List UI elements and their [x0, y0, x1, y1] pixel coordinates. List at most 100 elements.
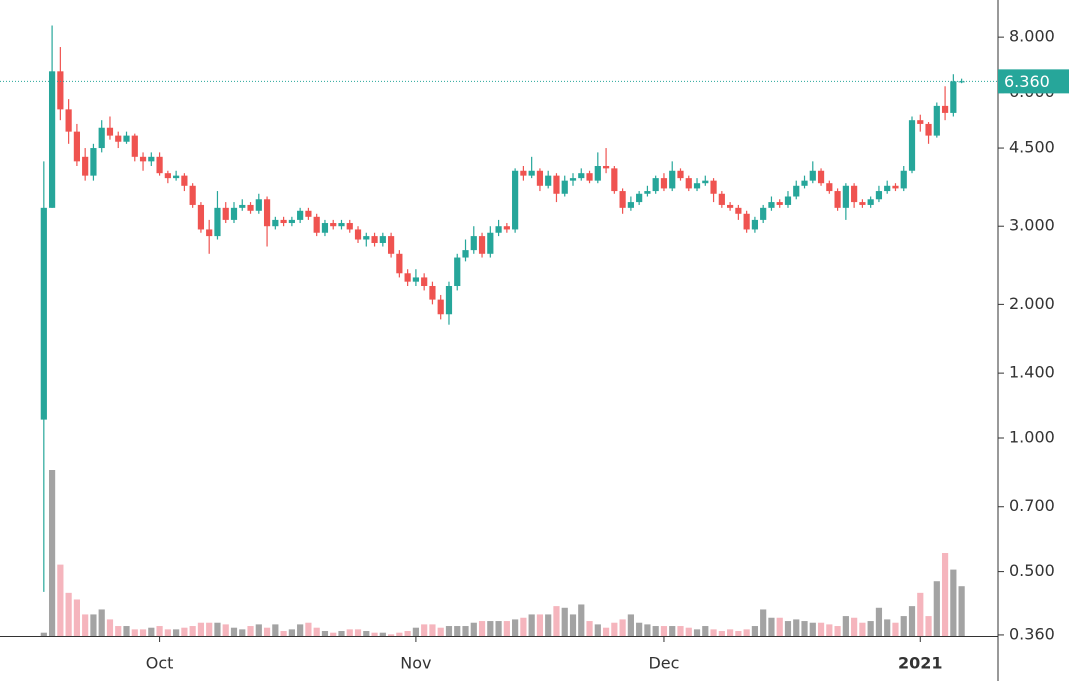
volume-bar	[363, 631, 370, 636]
volume-bar	[553, 606, 560, 636]
candle-body	[40, 207, 47, 420]
volume-bar	[40, 632, 47, 636]
candle-body	[801, 180, 808, 186]
candle-body	[462, 250, 469, 258]
volume-bar	[842, 616, 849, 636]
candle-body	[627, 202, 634, 208]
volume-bar	[495, 621, 502, 636]
candle-body	[834, 191, 841, 208]
volume-bar	[139, 629, 147, 636]
volume-bar	[520, 617, 527, 636]
candle-body	[644, 191, 651, 194]
volume-bar	[908, 606, 916, 636]
volume-bar	[131, 629, 138, 636]
volume-bar	[272, 624, 279, 636]
candle-body	[619, 191, 626, 208]
volume-bar	[925, 616, 932, 636]
candle-body	[660, 178, 668, 189]
candle-body	[230, 207, 238, 220]
candle-body	[57, 71, 64, 110]
y-tick-label: 1.000	[1009, 427, 1055, 446]
volume-bar	[73, 599, 80, 636]
candle-body	[578, 173, 585, 179]
candle-body	[892, 185, 899, 189]
candle-body	[288, 219, 295, 224]
volume-bar	[875, 607, 883, 636]
volume-bar	[321, 631, 329, 636]
candle-body	[784, 196, 792, 205]
candle-body	[404, 273, 411, 282]
volume-bar	[222, 624, 229, 636]
x-tick-label: Oct	[146, 654, 174, 673]
y-tick-label: 3.000	[1009, 216, 1055, 235]
volume-bar	[247, 626, 254, 636]
candle-body	[793, 185, 800, 197]
volume-bar	[115, 626, 122, 636]
volume-bar	[206, 622, 213, 636]
volume-bar	[396, 632, 403, 636]
volume-bar	[412, 627, 420, 636]
volume-bar	[470, 622, 477, 636]
candle-body	[412, 277, 420, 282]
candle-body	[48, 71, 56, 208]
candle-body	[346, 223, 353, 230]
volume-bar	[718, 631, 725, 636]
candle-body	[735, 207, 742, 214]
volume-bar	[627, 614, 634, 636]
candle-body	[875, 191, 883, 200]
y-tick-label: 4.500	[1009, 138, 1055, 157]
candle-body	[867, 199, 874, 205]
candle-body	[197, 204, 205, 230]
candle-body	[272, 219, 279, 227]
candle-body	[727, 204, 734, 208]
y-tick-label: 2.000	[1009, 294, 1055, 313]
volume-bar	[561, 607, 568, 636]
candle-body	[528, 170, 535, 176]
candle-body	[73, 131, 80, 162]
candle-body	[222, 207, 229, 220]
candle-body	[751, 219, 759, 230]
volume-bar	[230, 627, 238, 636]
candle-body	[941, 105, 949, 113]
candle-body	[354, 229, 362, 240]
candle-body	[536, 170, 544, 186]
volume-bar	[941, 553, 949, 636]
volume-bar	[867, 621, 874, 636]
candle-body	[900, 170, 907, 189]
candle-body	[693, 183, 701, 189]
candle-body	[950, 81, 957, 113]
volume-bar	[181, 627, 188, 636]
candle-body	[958, 81, 965, 83]
candle-body	[164, 173, 171, 179]
candle-body	[189, 185, 196, 205]
candle-body	[263, 199, 271, 227]
volume-bar	[214, 622, 221, 636]
volume-bar	[693, 629, 701, 636]
candle-body	[214, 207, 221, 237]
candle-body	[487, 232, 494, 254]
y-axis: 8.0006.0004.5003.0002.0001.4001.0000.700…	[998, 27, 1055, 643]
y-tick-label: 0.500	[1009, 561, 1055, 580]
candle-body	[917, 120, 924, 124]
volume-bar	[536, 614, 544, 636]
candle-body	[512, 170, 519, 230]
candle-body	[478, 236, 486, 254]
volume-bar	[545, 614, 552, 636]
volume-bar	[660, 626, 668, 636]
volume-bar	[735, 631, 742, 636]
candle-body	[859, 202, 866, 205]
volume-bar	[685, 627, 692, 636]
volume-bar	[297, 624, 304, 636]
candle-body	[313, 216, 320, 233]
volume-bar	[826, 624, 833, 636]
candle-body	[594, 165, 601, 181]
candle-body	[718, 193, 725, 205]
volume-bar	[354, 629, 362, 636]
volume-bar	[933, 581, 940, 636]
volume-bar	[619, 619, 626, 636]
volume-bar	[636, 622, 643, 636]
volume-bar	[239, 629, 246, 636]
candle-body	[553, 175, 560, 194]
candle-body	[123, 135, 130, 142]
